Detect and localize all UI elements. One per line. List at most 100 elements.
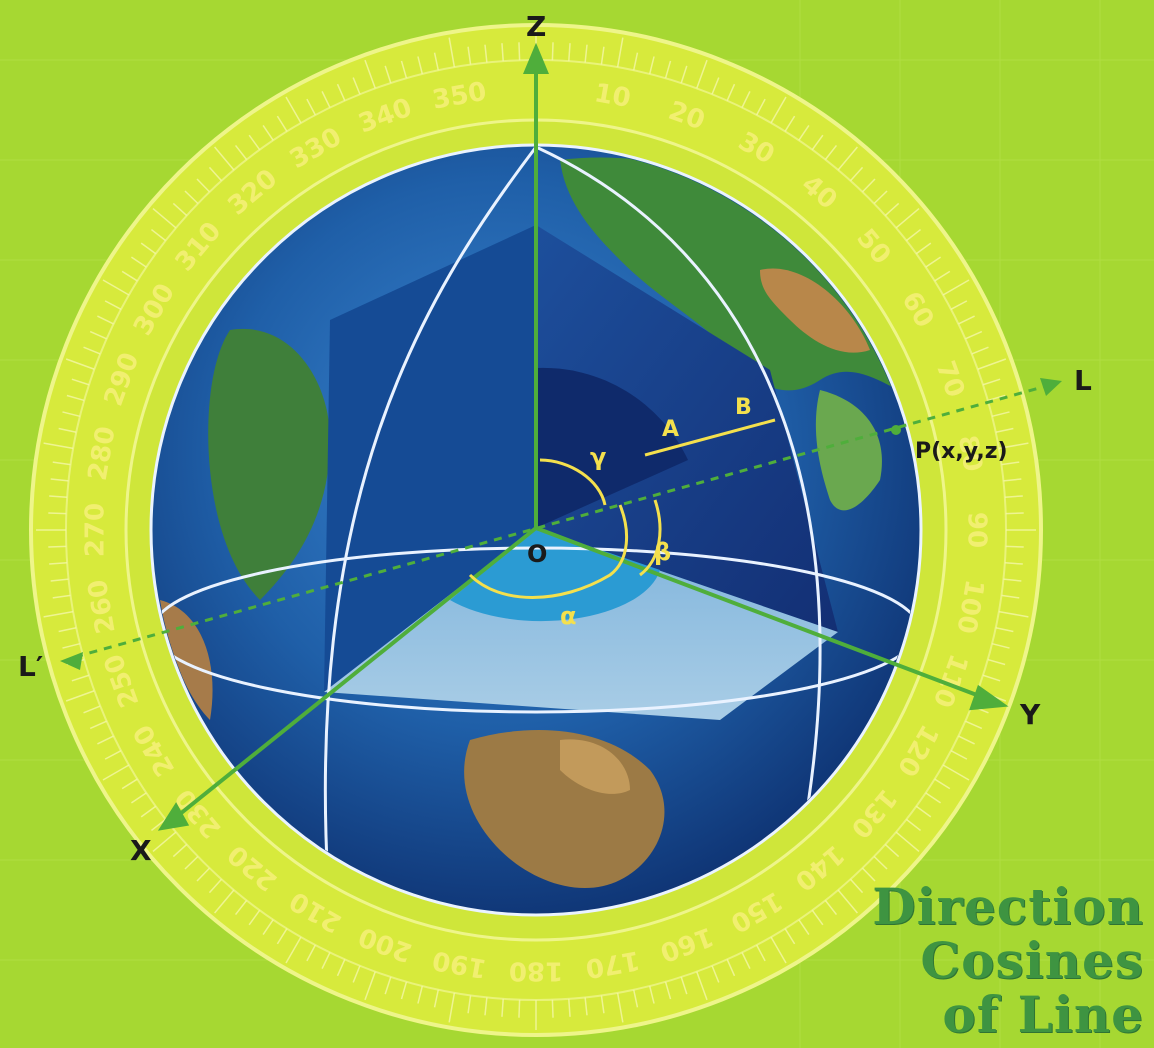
protractor-tick (131, 256, 147, 268)
alpha-label: α (560, 602, 577, 630)
y-axis-arrowhead (969, 684, 1009, 711)
protractor-tick (518, 42, 521, 61)
protractor-tick (982, 674, 1001, 682)
protractor-tick (905, 228, 922, 242)
l-label: L (1074, 364, 1092, 397)
protractor-tick (49, 562, 68, 565)
protractor-tick (987, 394, 1006, 402)
protractor-tick (248, 134, 261, 151)
l-arrowhead (1040, 378, 1062, 396)
protractor-tick (43, 610, 74, 618)
protractor-tick (65, 690, 95, 702)
protractor-tick (321, 91, 331, 108)
protractor-tick (384, 976, 392, 995)
protractor-tick (49, 495, 68, 498)
protractor-tick (632, 52, 639, 71)
protractor-tick (214, 889, 235, 914)
protractor-tick (648, 985, 655, 1004)
protractor-tick (824, 144, 838, 161)
x-axis-label: X (130, 834, 152, 867)
protractor-tick (798, 125, 810, 141)
protractor-tick (306, 98, 317, 116)
protractor-tick (102, 764, 130, 781)
protractor-tick (696, 971, 708, 1001)
protractor-tick (417, 56, 424, 75)
protractor-tick (811, 909, 824, 926)
protractor-tick (1003, 578, 1022, 582)
protractor-tick (977, 358, 1007, 370)
protractor-tick (551, 42, 554, 61)
protractor-tick (1004, 495, 1023, 498)
protractor-tick (83, 346, 101, 355)
protractor-tick (364, 59, 376, 89)
protractor-tick (234, 144, 248, 161)
protractor-tick-label: 270 (81, 503, 111, 557)
protractor-tick (632, 989, 639, 1008)
protractor-tick (600, 995, 605, 1014)
protractor-tick (1005, 545, 1024, 548)
protractor-tick (150, 228, 167, 242)
line-l (74, 383, 1051, 659)
protractor-tick (837, 146, 858, 171)
title-line-1: Direction (872, 877, 1144, 936)
protractor-tick (71, 674, 90, 682)
protractor-tick (400, 981, 408, 1000)
protractor-tick (982, 378, 1001, 386)
protractor-tick (884, 202, 900, 217)
protractor-tick (152, 208, 177, 229)
x-axis (173, 526, 538, 820)
segment-a-label: A (662, 417, 679, 442)
protractor-tick (89, 720, 107, 730)
protractor-tick (798, 919, 810, 935)
protractor-tick (873, 190, 888, 205)
protractor-tick (770, 96, 787, 124)
protractor-tick (50, 478, 69, 482)
protractor-tick (66, 394, 85, 402)
diagram-title: Direction Cosines of Line (814, 880, 1144, 1042)
protractor-tick (71, 378, 90, 386)
protractor-tick (62, 411, 81, 418)
protractor-tick (741, 952, 751, 969)
protractor-tick (568, 998, 571, 1017)
protractor-tick (448, 37, 456, 68)
protractor-tick (958, 315, 975, 325)
protractor-tick (467, 995, 472, 1014)
protractor-tick (50, 578, 69, 582)
gamma-arc (539, 458, 607, 506)
protractor-tick (1001, 461, 1020, 466)
protractor-tick (991, 642, 1010, 649)
protractor-tick (849, 166, 864, 182)
beta-arc (639, 499, 662, 577)
protractor-tick (285, 96, 302, 124)
protractor-tick (208, 166, 223, 182)
protractor-tick (306, 944, 317, 962)
protractor-tick (934, 778, 951, 790)
protractor-tick (648, 56, 655, 75)
protractor-tick (958, 735, 975, 745)
protractor-tick (102, 279, 130, 296)
protractor-tick (234, 899, 248, 916)
beta-label: β (654, 538, 671, 566)
protractor-tick (584, 997, 588, 1016)
protractor-tick (995, 427, 1014, 434)
protractor-tick (568, 43, 571, 62)
protractor-tick (172, 843, 188, 858)
protractor-tick (971, 346, 989, 355)
protractor-tick (950, 749, 968, 760)
protractor-tick (925, 256, 941, 268)
protractor-tick (726, 83, 736, 101)
protractor-tick (172, 202, 188, 217)
protractor-tick (89, 330, 107, 340)
protractor-tick (140, 242, 157, 255)
protractor-tick (942, 764, 970, 781)
protractor-tick (321, 952, 331, 969)
protractor-tick (336, 959, 346, 977)
protractor-tick (837, 889, 858, 914)
protractor-tick (467, 46, 472, 65)
protractor-tick (104, 749, 122, 760)
protractor-tick (1001, 594, 1020, 599)
protractor-tick (755, 944, 766, 962)
protractor-tick (276, 115, 288, 132)
axes (157, 42, 1009, 831)
protractor-tick (616, 992, 624, 1023)
